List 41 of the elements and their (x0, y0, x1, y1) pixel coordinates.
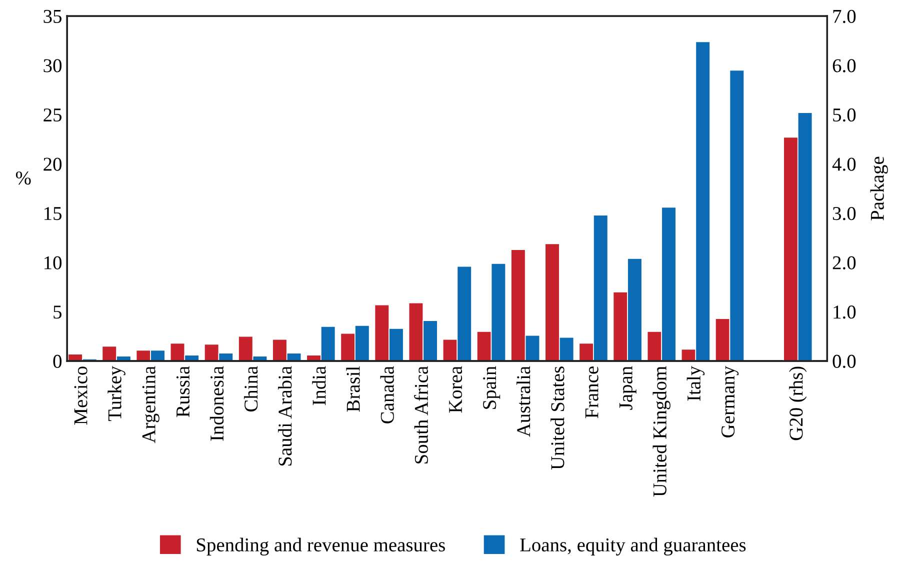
x-tick-label: Korea (449, 366, 462, 413)
y-tick-label: 30 (44, 59, 62, 72)
x-tick-label: Canada (380, 366, 394, 424)
x-tick-label: Indonesia (210, 366, 224, 441)
y-tick-label: 5 (54, 306, 62, 319)
y-tick-label: 0 (53, 354, 62, 368)
y-tick-label: 10 (44, 256, 62, 270)
x-tick-label: Russia (176, 366, 190, 418)
x-tick-label: Japan (619, 366, 636, 410)
x-tick-label: India (312, 366, 326, 406)
y2-tick-label: 3.0 (832, 206, 856, 220)
y2-tick-label: 7.0 (833, 10, 856, 24)
x-tick-label: Germany (721, 366, 739, 438)
legend-label: Loans, equity and guarantees (520, 538, 746, 556)
x-tick-label: Italy (686, 366, 705, 401)
y2-tick-label: 6.0 (832, 59, 856, 72)
x-tick-label: Turkey (108, 366, 126, 421)
y-tick-label: 20 (44, 158, 62, 171)
y-tick-label: 35 (44, 10, 62, 23)
x-tick-label: Brasil (346, 366, 360, 412)
x-tick-label: United Kingdom (652, 366, 670, 497)
y-axis-title: % (16, 171, 31, 185)
y2-tick-label: 1.0 (834, 306, 856, 319)
x-tick-label: South Africa (414, 366, 428, 464)
x-tick-label: United States (550, 366, 564, 470)
x-tick-label: Australia (516, 366, 530, 437)
x-tick-label: France (585, 366, 598, 418)
x-tick-label: China (244, 366, 258, 412)
y-tick-label: 25 (44, 108, 62, 122)
x-tick-label: Argentina (142, 366, 160, 444)
y2-tick-label: 0.0 (832, 354, 856, 368)
x-tick-label: Mexico (74, 366, 88, 425)
y2-tick-label: 2.0 (832, 256, 856, 270)
legend-label: Spending and revenue measures (196, 538, 445, 556)
y2-tick-label: 5.0 (833, 108, 856, 122)
y2-axis-title: Package (870, 156, 888, 220)
x-tick-label: G20 (rhs) (789, 366, 807, 440)
y-tick-label: 15 (44, 207, 62, 220)
x-tick-label: Spain (483, 366, 500, 409)
y2-tick-label: 4.0 (832, 158, 856, 171)
x-tick-label: Saudi Arabia (278, 366, 292, 466)
